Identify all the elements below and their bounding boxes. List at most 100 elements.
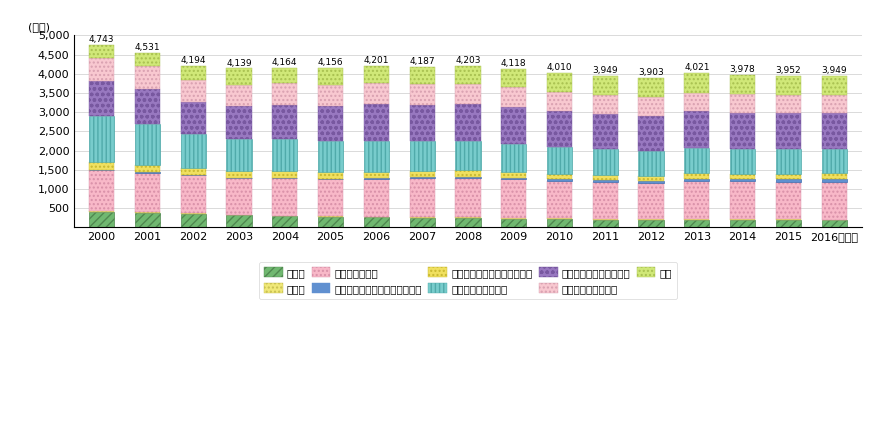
Bar bbox=[364, 105, 389, 141]
Bar bbox=[776, 173, 801, 179]
Bar bbox=[226, 216, 252, 227]
Bar bbox=[547, 219, 572, 227]
Bar bbox=[410, 105, 435, 141]
Bar bbox=[135, 54, 160, 66]
Bar bbox=[135, 165, 160, 173]
Bar bbox=[135, 213, 160, 227]
Bar bbox=[226, 106, 252, 138]
Bar bbox=[501, 69, 526, 87]
Bar bbox=[547, 73, 572, 92]
Bar bbox=[364, 172, 389, 178]
Bar bbox=[272, 216, 297, 227]
Bar bbox=[318, 216, 343, 217]
Bar bbox=[501, 172, 526, 178]
Bar bbox=[272, 171, 297, 178]
Bar bbox=[593, 76, 618, 95]
Bar bbox=[364, 179, 389, 216]
Bar bbox=[181, 66, 206, 81]
Bar bbox=[135, 173, 160, 212]
Bar bbox=[684, 111, 709, 148]
Text: 4,531: 4,531 bbox=[134, 43, 160, 52]
Bar bbox=[89, 162, 114, 170]
Bar bbox=[455, 178, 481, 217]
Text: 4,139: 4,139 bbox=[226, 59, 252, 68]
Bar bbox=[181, 168, 206, 175]
Bar bbox=[455, 84, 481, 104]
Bar bbox=[776, 113, 801, 149]
Bar bbox=[226, 138, 252, 171]
Bar bbox=[318, 179, 343, 216]
Bar bbox=[638, 220, 664, 227]
Bar bbox=[776, 95, 801, 113]
Bar bbox=[638, 183, 664, 219]
Text: 4,010: 4,010 bbox=[546, 63, 573, 73]
Bar bbox=[226, 85, 252, 106]
Bar bbox=[410, 218, 435, 227]
Bar bbox=[684, 220, 709, 227]
Bar bbox=[638, 78, 664, 97]
Text: 3,949: 3,949 bbox=[593, 66, 618, 75]
Bar bbox=[410, 177, 435, 178]
Bar bbox=[410, 178, 435, 217]
Bar bbox=[226, 178, 252, 214]
Bar bbox=[547, 179, 572, 181]
Bar bbox=[730, 220, 755, 227]
Bar bbox=[730, 173, 755, 179]
Bar bbox=[593, 149, 618, 175]
Bar bbox=[455, 104, 481, 141]
Bar bbox=[501, 178, 526, 179]
Legend: 通信業, 放送業, 情報サービス業, インターネット附随サービス業, 映像・音声・文字情報制作業, 情報通信関連製造業, 情報通信関連サービス業, 情報通信関連: 通信業, 放送業, 情報サービス業, インターネット附随サービス業, 映像・音声… bbox=[259, 262, 677, 299]
Bar bbox=[730, 179, 755, 181]
Bar bbox=[730, 94, 755, 113]
Bar bbox=[135, 124, 160, 165]
Bar bbox=[593, 180, 618, 182]
Bar bbox=[822, 182, 847, 219]
Bar bbox=[501, 219, 526, 227]
Text: 3,903: 3,903 bbox=[638, 68, 664, 76]
Bar bbox=[318, 85, 343, 106]
Bar bbox=[684, 148, 709, 173]
Bar bbox=[364, 66, 389, 84]
Bar bbox=[638, 97, 664, 116]
Bar bbox=[89, 170, 114, 211]
Bar bbox=[181, 81, 206, 102]
Bar bbox=[547, 92, 572, 111]
Bar bbox=[822, 113, 847, 149]
Bar bbox=[776, 219, 801, 220]
Bar bbox=[135, 89, 160, 124]
Text: 4,156: 4,156 bbox=[317, 58, 344, 67]
Text: 4,203: 4,203 bbox=[455, 56, 481, 65]
Bar bbox=[547, 218, 572, 219]
Bar bbox=[364, 217, 389, 227]
Bar bbox=[410, 217, 435, 218]
Bar bbox=[181, 214, 206, 227]
Bar bbox=[226, 214, 252, 216]
Bar bbox=[364, 141, 389, 172]
Bar bbox=[89, 81, 114, 116]
Text: 3,949: 3,949 bbox=[822, 66, 847, 75]
Bar bbox=[501, 108, 526, 143]
Bar bbox=[364, 216, 389, 217]
Bar bbox=[776, 182, 801, 219]
Bar bbox=[364, 178, 389, 179]
Bar bbox=[822, 76, 847, 95]
Bar bbox=[684, 173, 709, 179]
Bar bbox=[776, 220, 801, 227]
Bar bbox=[455, 66, 481, 84]
Bar bbox=[455, 170, 481, 177]
Bar bbox=[318, 106, 343, 141]
Bar bbox=[272, 178, 297, 216]
Bar bbox=[547, 181, 572, 218]
Bar bbox=[547, 173, 572, 179]
Bar bbox=[181, 134, 206, 168]
Bar bbox=[272, 84, 297, 105]
Bar bbox=[135, 212, 160, 213]
Bar bbox=[89, 45, 114, 58]
Bar bbox=[730, 181, 755, 219]
Bar bbox=[730, 219, 755, 220]
Bar bbox=[730, 75, 755, 94]
Bar bbox=[135, 66, 160, 89]
Bar bbox=[455, 218, 481, 227]
Text: 4,021: 4,021 bbox=[684, 63, 709, 72]
Bar bbox=[593, 175, 618, 180]
